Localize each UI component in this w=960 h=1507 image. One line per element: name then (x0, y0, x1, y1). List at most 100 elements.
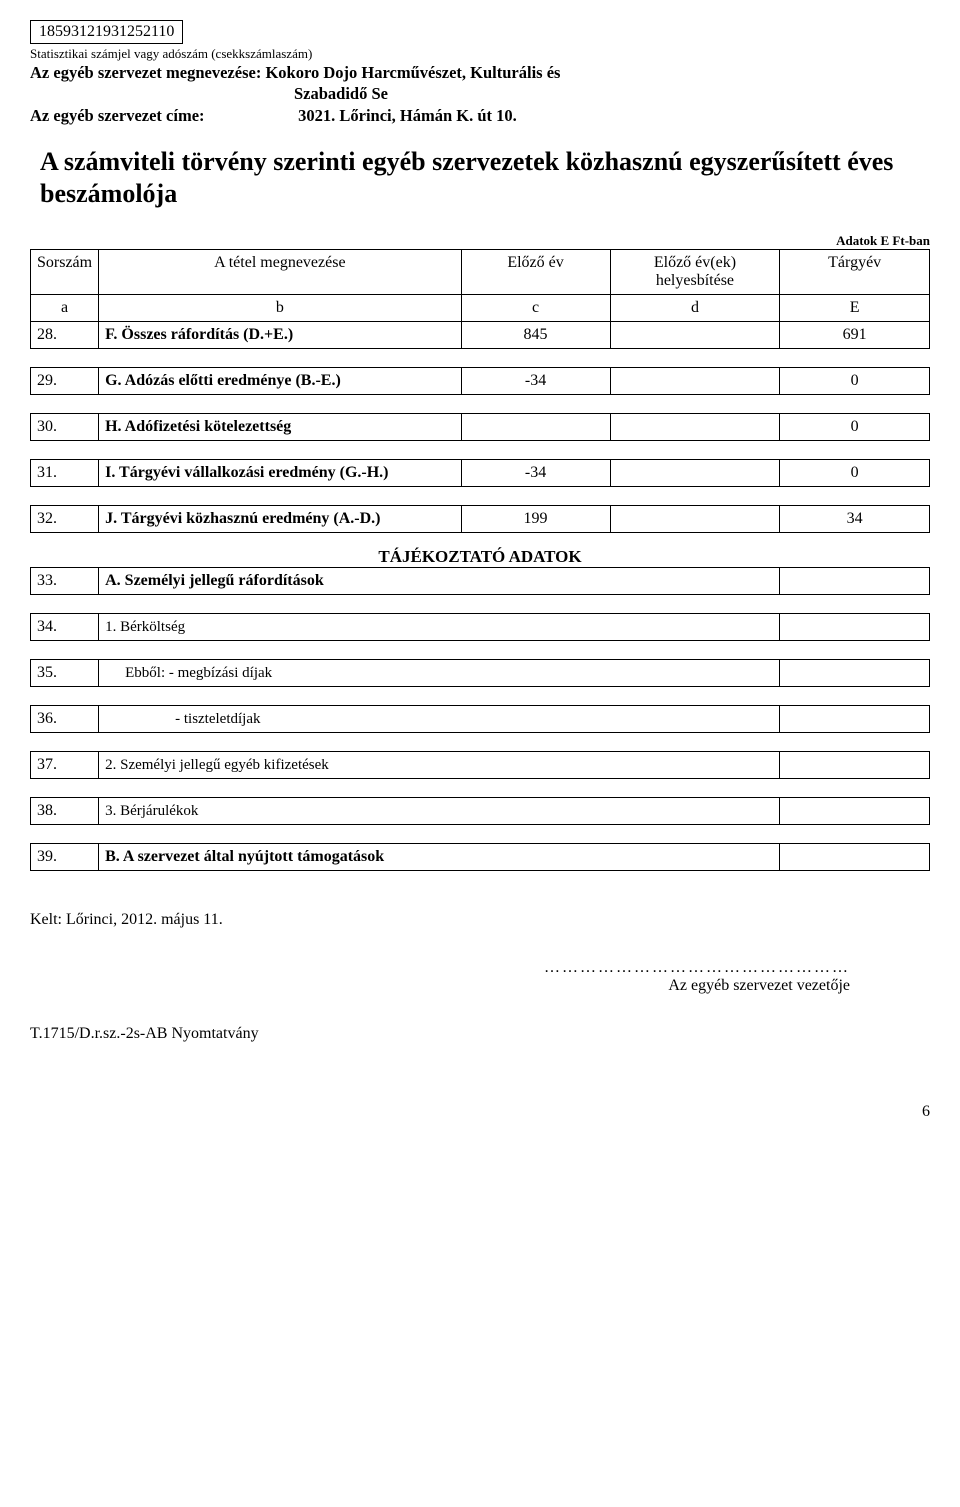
row-label: A. Személyi jellegű ráfordítások (99, 567, 780, 594)
row-value-e (780, 659, 930, 686)
signature-dots: …………………………………………… (30, 959, 850, 977)
stat-number: 18593121931252110 (39, 23, 174, 40)
table-row: 39.B. A szervezet által nyújtott támogat… (31, 843, 930, 870)
stat-number-box: 18593121931252110 (30, 20, 183, 44)
row-value-c: -34 (461, 459, 610, 486)
org-name-line2: Szabadidő Se (30, 83, 930, 104)
row-label: 2. Személyi jellegű egyéb kifizetések (99, 751, 780, 778)
row-number: 29. (31, 367, 99, 394)
row-value-d (610, 413, 780, 440)
subhead-e: E (780, 294, 930, 321)
row-value-e: 0 (780, 367, 930, 394)
subhead-a: a (31, 294, 99, 321)
page-number: 6 (30, 1103, 930, 1121)
row-value-e: 691 (780, 321, 930, 348)
spacer-row (31, 394, 930, 413)
row-value-e (780, 613, 930, 640)
info-section-title: TÁJÉKOZTATÓ ADATOK (37, 547, 924, 567)
row-value-c: 199 (461, 505, 610, 532)
row-number: 32. (31, 505, 99, 532)
spacer-row (31, 594, 930, 613)
table-row: 28.F. Összes ráfordítás (D.+E.)845 691 (31, 321, 930, 348)
org-name-label: Az egyéb szervezet megnevezése: (30, 63, 261, 82)
row-label: I. Tárgyévi vállalkozási eredmény (G.-H.… (99, 459, 461, 486)
col-header-megnev: A tétel megnevezése (99, 249, 461, 294)
subhead-d: d (610, 294, 780, 321)
table-row: 31.I. Tárgyévi vállalkozási eredmény (G.… (31, 459, 930, 486)
col-header-targyev: Tárgyév (780, 249, 930, 294)
spacer-row (31, 348, 930, 367)
spacer-row (31, 778, 930, 797)
spacer-row (31, 686, 930, 705)
row-label: 1. Bérköltség (99, 613, 780, 640)
col-header-sorszam-text: Sorszám (37, 254, 92, 271)
row-value-c (461, 413, 610, 440)
row-number: 39. (31, 843, 99, 870)
row-number: 36. (31, 705, 99, 732)
row-value-e (780, 751, 930, 778)
row-value-d (610, 459, 780, 486)
stat-label: Statisztikai számjel vagy adószám (csekk… (30, 46, 930, 62)
row-label: 3. Bérjárulékok (99, 797, 780, 824)
table-row: 30.H. Adófizetési kötelezettség 0 (31, 413, 930, 440)
row-number: 28. (31, 321, 99, 348)
org-addr-label: Az egyéb szervezet címe: (30, 105, 294, 126)
row-value-e: 0 (780, 459, 930, 486)
row-value-e: 0 (780, 413, 930, 440)
row-label: F. Összes ráfordítás (D.+E.) (99, 321, 461, 348)
row-value-e (780, 705, 930, 732)
form-id: T.1715/D.r.sz.-2s-AB Nyomtatvány (30, 1025, 930, 1043)
org-addr-line: Az egyéb szervezet címe: 3021. Lőrinci, … (30, 105, 930, 126)
col-header-elozo: Előző év (461, 249, 610, 294)
org-name-line: Az egyéb szervezet megnevezése: Kokoro D… (30, 62, 930, 83)
financial-table: Sorszám A tétel megnevezése Előző év Elő… (30, 249, 930, 871)
info-title-row: TÁJÉKOZTATÓ ADATOK (31, 532, 930, 567)
row-label: Ebből: - megbízási díjak (99, 659, 780, 686)
row-label: J. Tárgyévi közhasznú eredmény (A.-D.) (99, 505, 461, 532)
footer-date: Kelt: Lőrinci, 2012. május 11. (30, 911, 930, 929)
signature-label: Az egyéb szervezet vezetője (30, 977, 850, 995)
spacer-row (31, 640, 930, 659)
spacer-row (31, 440, 930, 459)
col-header-helyesb: Előző év(ek) helyesbítése (610, 249, 780, 294)
table-row: 35.Ebből: - megbízási díjak (31, 659, 930, 686)
row-number: 34. (31, 613, 99, 640)
row-label: G. Adózás előtti eredménye (B.-E.) (99, 367, 461, 394)
table-row: 38.3. Bérjárulékok (31, 797, 930, 824)
org-addr-value: 3021. Lőrinci, Hámán K. út 10. (298, 106, 517, 125)
table-row: 33.A. Személyi jellegű ráfordítások (31, 567, 930, 594)
col-header-sorszam: Sorszám (31, 249, 99, 294)
table-row: 32.J. Tárgyévi közhasznú eredmény (A.-D.… (31, 505, 930, 532)
row-number: 38. (31, 797, 99, 824)
row-value-d (610, 505, 780, 532)
row-number: 33. (31, 567, 99, 594)
document-title: A számviteli törvény szerinti egyéb szer… (40, 146, 920, 208)
subhead-b: b (99, 294, 461, 321)
row-value-e (780, 567, 930, 594)
table-header-row: Sorszám A tétel megnevezése Előző év Elő… (31, 249, 930, 294)
row-number: 37. (31, 751, 99, 778)
org-name-value: Kokoro Dojo Harcművészet, Kulturális és (265, 63, 560, 82)
row-value-d (610, 321, 780, 348)
row-value-d (610, 367, 780, 394)
row-number: 31. (31, 459, 99, 486)
data-unit-note: Adatok E Ft-ban (30, 233, 930, 249)
row-number: 35. (31, 659, 99, 686)
table-subheader-row: a b c d E (31, 294, 930, 321)
subhead-c: c (461, 294, 610, 321)
row-value-e: 34 (780, 505, 930, 532)
spacer-row (31, 824, 930, 843)
footer-section: Kelt: Lőrinci, 2012. május 11. ………………………… (30, 911, 930, 1121)
row-value-c: -34 (461, 367, 610, 394)
row-value-c: 845 (461, 321, 610, 348)
row-label: H. Adófizetési kötelezettség (99, 413, 461, 440)
row-number: 30. (31, 413, 99, 440)
row-label: B. A szervezet által nyújtott támogatáso… (99, 843, 780, 870)
row-value-e (780, 797, 930, 824)
table-row: 29.G. Adózás előtti eredménye (B.-E.)-34… (31, 367, 930, 394)
spacer-row (31, 486, 930, 505)
table-row: 37.2. Személyi jellegű egyéb kifizetések (31, 751, 930, 778)
row-label: - tiszteletdíjak (99, 705, 780, 732)
signature-area: …………………………………………… Az egyéb szervezet vez… (30, 959, 850, 995)
table-row: 36.- tiszteletdíjak (31, 705, 930, 732)
